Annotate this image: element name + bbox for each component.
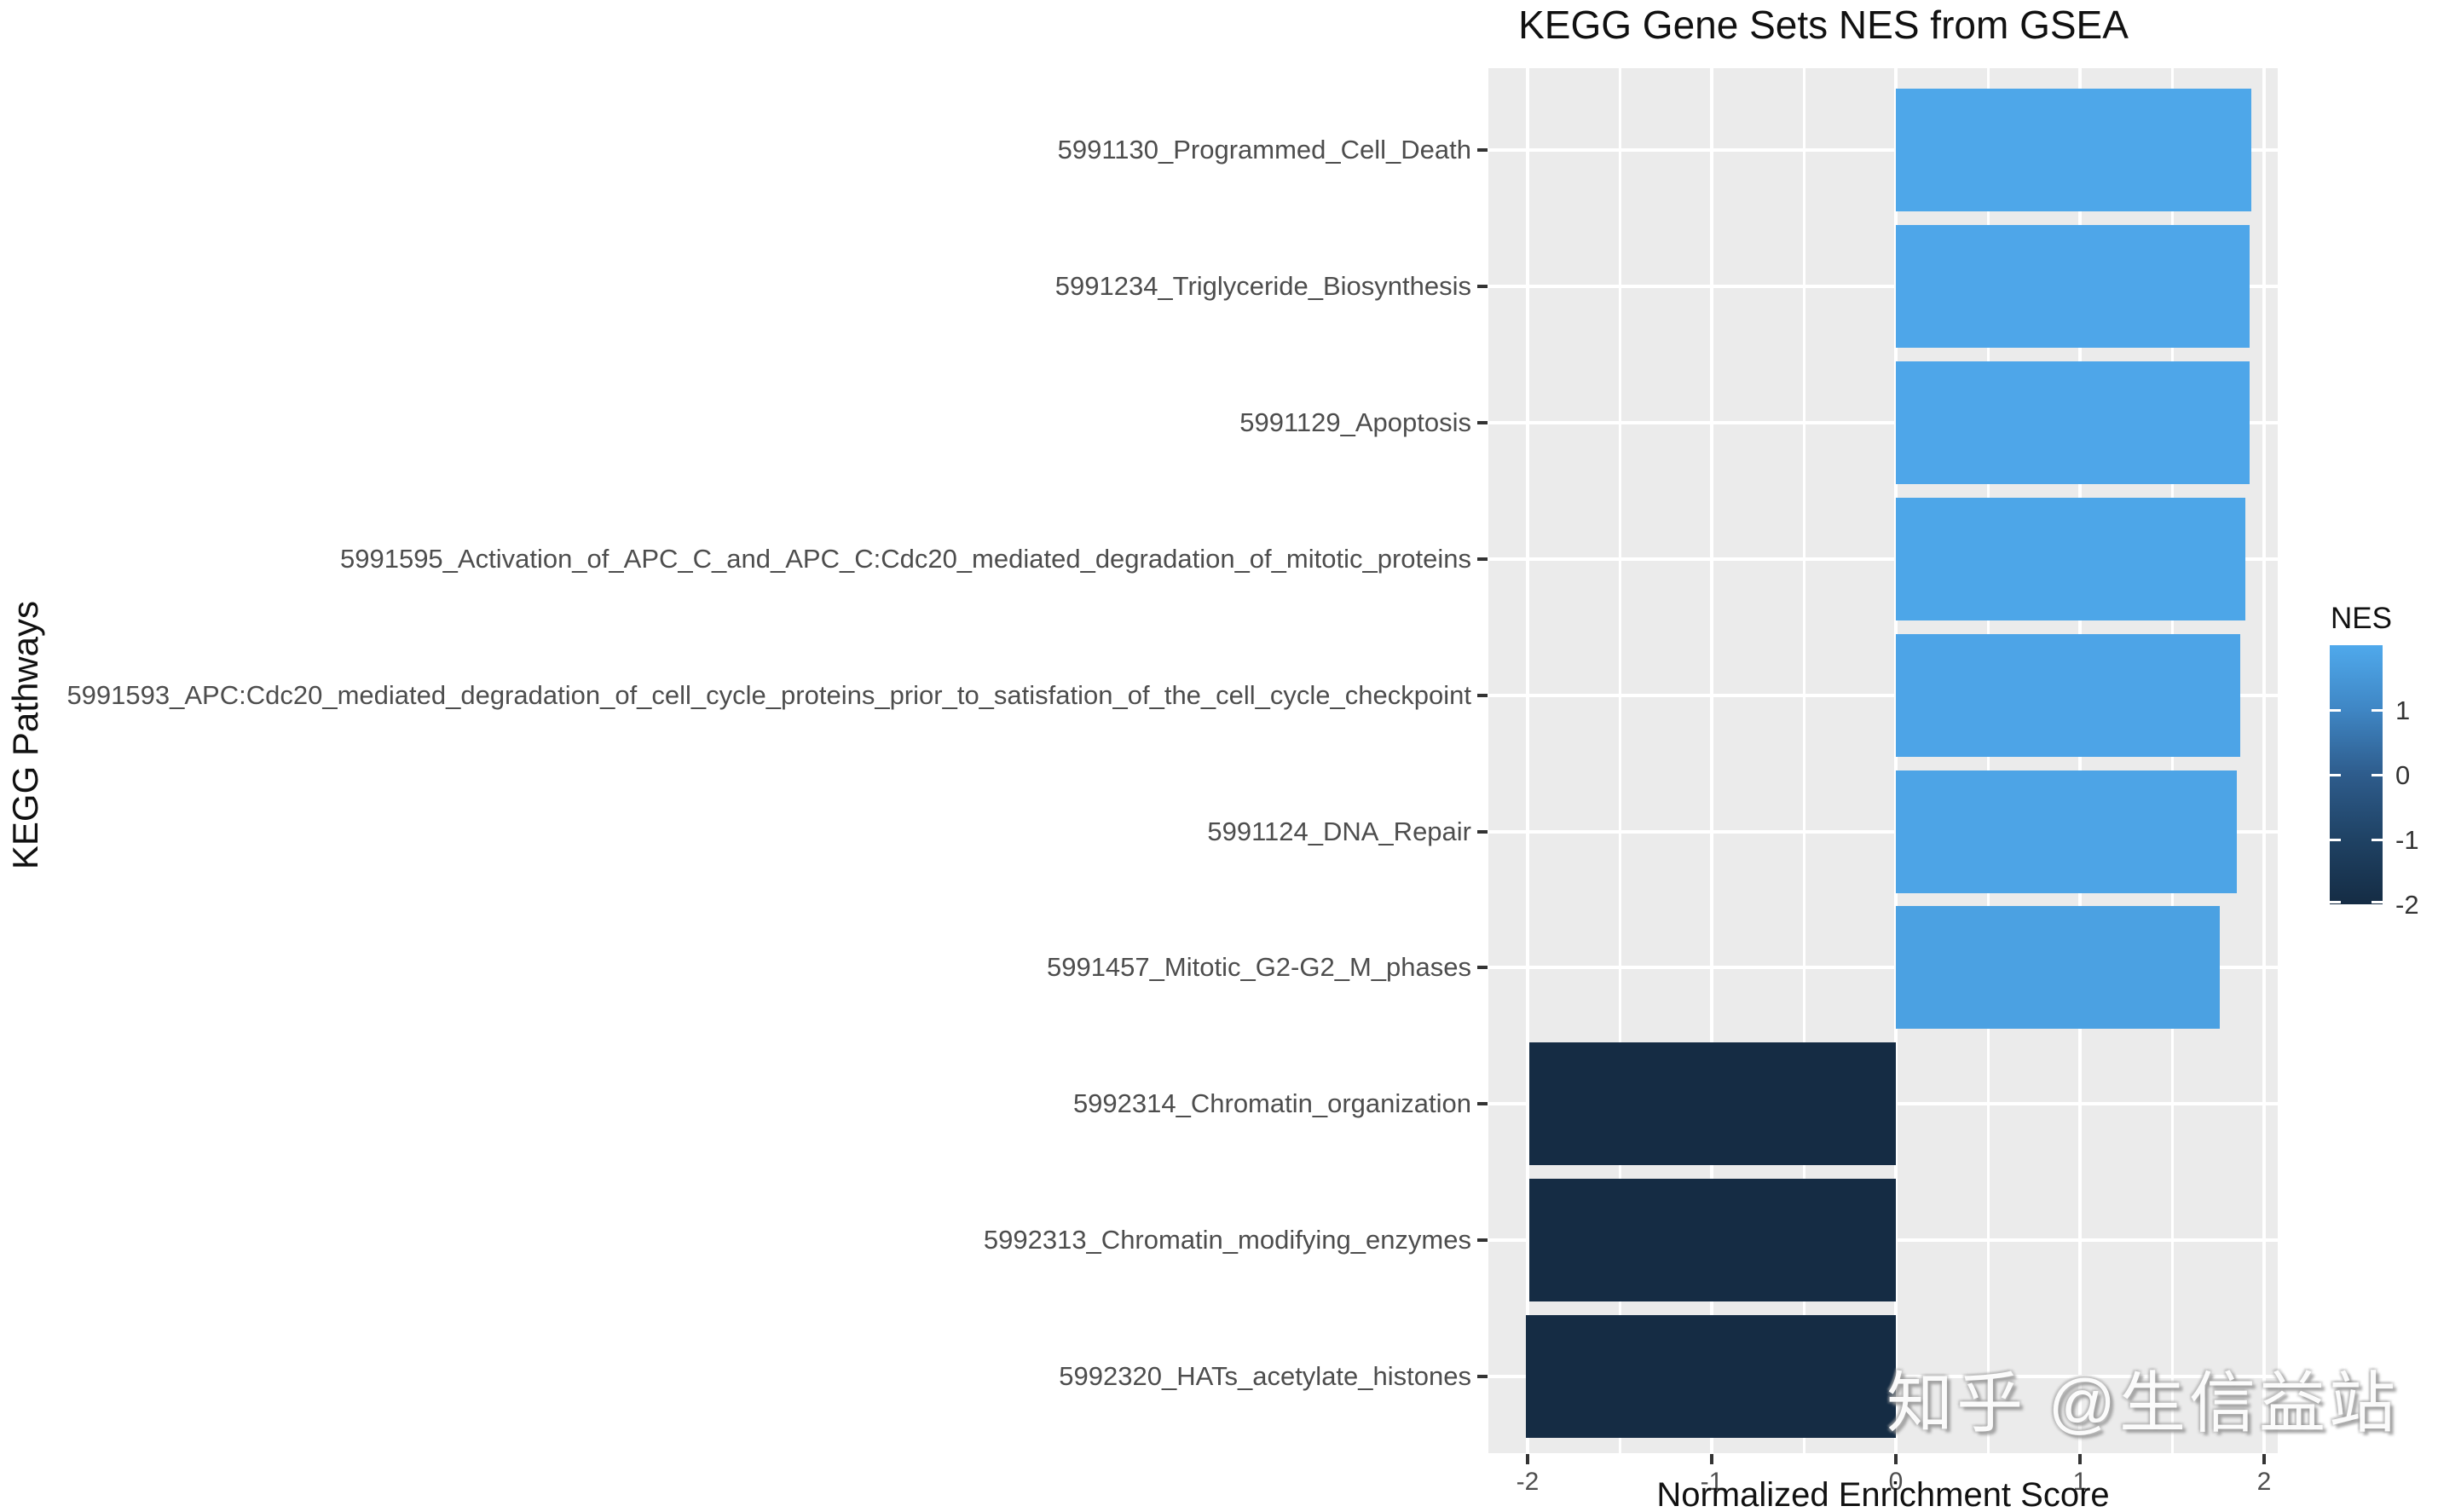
y-tick-mark [1477, 148, 1488, 152]
legend-tick-mark [2372, 774, 2383, 776]
nes-bar [1896, 89, 2251, 211]
legend-tick-mark [2372, 709, 2383, 712]
x-tick-label: -2 [1516, 1468, 1540, 1496]
legend-tick-mark [2372, 839, 2383, 841]
minor-gridline [2170, 68, 2174, 1453]
y-tick-mark [1477, 557, 1488, 561]
plot-panel [1488, 68, 2278, 1453]
category-label: 5992313_Chromatin_modifying_enzymes [983, 1225, 1471, 1255]
x-tick-label: 2 [2256, 1468, 2272, 1496]
legend-tick-label: -2 [2395, 890, 2419, 920]
nes-bar [1896, 224, 2250, 348]
watermark: 知乎 @生信益站 [1886, 1365, 2399, 1440]
category-label: 5991234_Triglyceride_Biosynthesis [1054, 270, 1471, 301]
row-gridline [1488, 557, 2278, 561]
category-label: 5991130_Programmed_Cell_Death [1057, 135, 1471, 164]
row-gridline [1488, 966, 2278, 970]
chart-title: KEGG Gene Sets NES from GSEA [1518, 3, 2129, 47]
row-gridline [1488, 829, 2278, 834]
x-tick-label: 1 [2072, 1468, 2088, 1496]
y-tick-mark [1477, 829, 1488, 834]
legend-tick-label: -1 [2395, 825, 2419, 855]
category-label: 5991593_APC:Cdc20_mediated_degradation_o… [66, 679, 1471, 710]
major-gridline [1894, 68, 1898, 1453]
y-tick-mark [1477, 1238, 1488, 1243]
legend-tick-mark [2330, 901, 2341, 903]
nes-bar [1525, 1315, 1896, 1439]
row-gridline [1488, 148, 2278, 152]
major-gridline [1526, 68, 1529, 1453]
legend-tick-mark [2372, 901, 2383, 903]
category-label: 5992320_HATs_acetylate_histones [1059, 1361, 1471, 1392]
nes-bar [1896, 497, 2246, 620]
x-tick-mark [2262, 1454, 2266, 1464]
y-tick-mark [1477, 693, 1488, 697]
y-tick-mark [1477, 284, 1488, 288]
nes-bar [1896, 633, 2240, 757]
row-gridline [1488, 693, 2278, 697]
major-gridline [2262, 68, 2266, 1453]
x-tick-mark [2078, 1454, 2082, 1464]
legend-title: NES [2331, 602, 2392, 635]
category-label: 5991595_Activation_of_APC_C_and_APC_C:Cd… [339, 543, 1471, 574]
y-tick-mark [1477, 1102, 1488, 1106]
row-gridline [1488, 420, 2278, 424]
minor-gridline [1986, 68, 1990, 1453]
nes-bar [1896, 361, 2250, 484]
legend-tick-label: 1 [2395, 695, 2411, 725]
x-axis-title: Normalized Enrichment Score [1656, 1476, 2110, 1512]
nes-bar [1529, 1042, 1896, 1166]
major-gridline [2078, 68, 2082, 1453]
nes-bar [1896, 770, 2237, 893]
major-gridline [1710, 68, 1713, 1453]
legend-tick-mark [2330, 774, 2341, 776]
legend-tick-mark [2330, 709, 2341, 712]
nes-bar [1896, 906, 2221, 1030]
y-tick-mark [1477, 1375, 1488, 1379]
legend-tick-label: 0 [2395, 760, 2411, 790]
category-label: 5991129_Apoptosis [1239, 407, 1471, 437]
category-label: 5991457_Mitotic_G2-G2_M_phases [1046, 952, 1471, 983]
x-tick-mark [1526, 1454, 1529, 1464]
y-tick-mark [1477, 966, 1488, 970]
category-label: 5991124_DNA_Repair [1207, 816, 1471, 846]
nes-bar [1529, 1179, 1896, 1302]
x-tick-label: -1 [1700, 1468, 1724, 1496]
minor-gridline [1618, 68, 1621, 1453]
minor-gridline [1802, 68, 1805, 1453]
category-label: 5992314_Chromatin_organization [1072, 1088, 1471, 1119]
y-tick-mark [1477, 420, 1488, 424]
x-tick-mark [1894, 1454, 1898, 1464]
x-tick-mark [1710, 1454, 1713, 1464]
row-gridline [1488, 284, 2278, 288]
legend-tick-mark [2330, 839, 2341, 841]
x-tick-label: 0 [1888, 1468, 1904, 1496]
